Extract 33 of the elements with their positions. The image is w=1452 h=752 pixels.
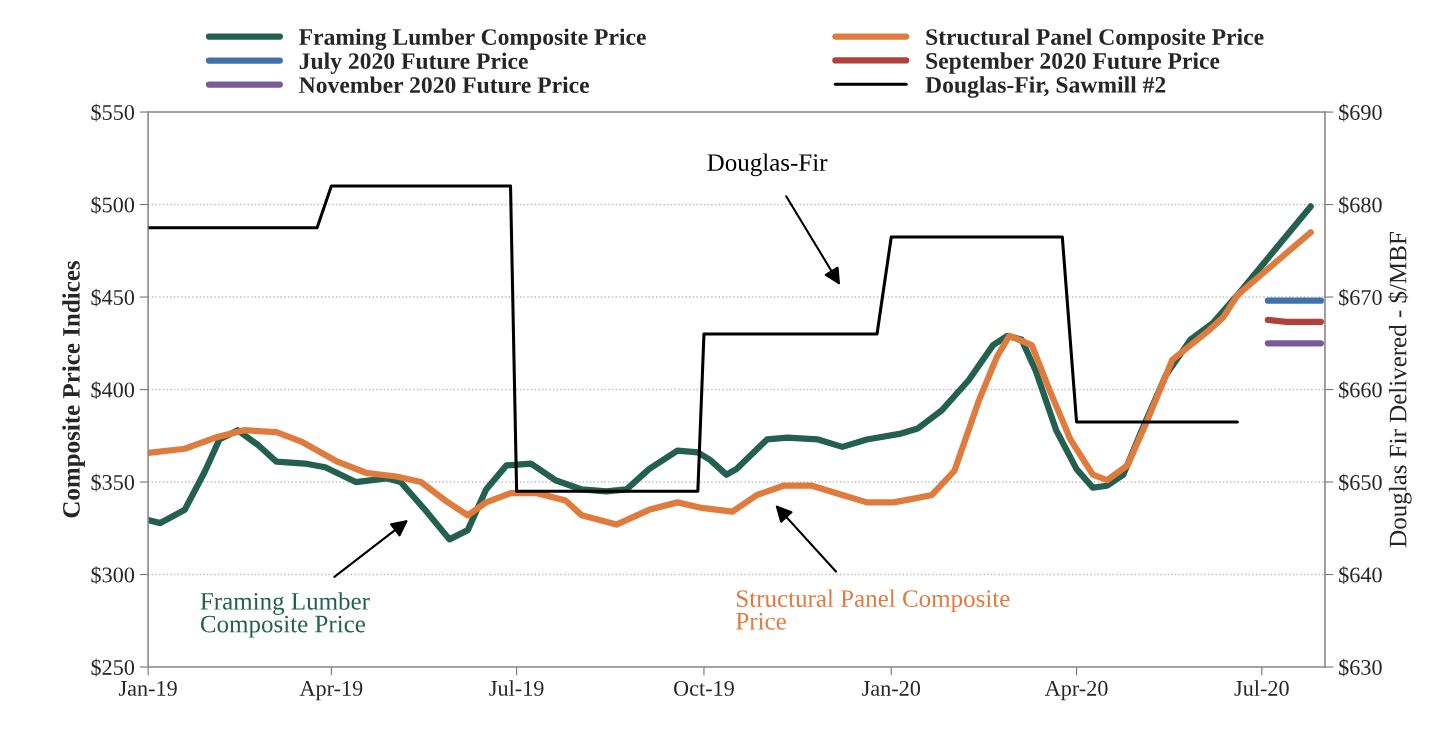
legend-label: Structural Panel Composite Price [926, 28, 1264, 50]
y-tick-label: $400 [91, 381, 135, 399]
y2-tick-label: $690 [1339, 103, 1382, 122]
y2-tick-label: $650 [1339, 473, 1382, 492]
annotation: Framing Lumber Composite Price [200, 592, 370, 638]
legend-label: November 2020 Future Price [299, 76, 590, 94]
legend-label: September 2020 Future Price [926, 52, 1220, 74]
x-tick-label: Jan-20 [862, 680, 921, 696]
y-tick-label: $500 [91, 196, 135, 214]
y-tick-label: $450 [91, 288, 135, 307]
x-tick-label: Oct-19 [674, 680, 734, 696]
y2-tick-label: $660 [1339, 381, 1382, 399]
y2-tick-label: $670 [1339, 288, 1382, 307]
annotation: Douglas-Fir [707, 153, 828, 177]
y-tick-label: $250 [91, 658, 135, 677]
y2-tick-label: $640 [1339, 566, 1382, 584]
x-tick-label: Jul-20 [1234, 680, 1289, 696]
annotation: Structural Panel Composite Price [736, 589, 1010, 630]
y-tick-label: $300 [91, 566, 135, 584]
y2-tick-label: $630 [1339, 658, 1382, 677]
y2-axis-title: Douglas Fir Delivered - $/MBF [1388, 232, 1412, 548]
legend-label: July 2020 Future Price [299, 52, 528, 74]
x-tick-label: Apr-19 [299, 680, 363, 701]
y-axis-title: Composite Price Indices [62, 261, 85, 518]
x-tick-label: Jan-19 [118, 680, 177, 696]
legend-label: Framing Lumber Composite Price [299, 28, 646, 50]
x-tick-label: Jul-19 [489, 680, 544, 696]
legend-label: Douglas-Fir, Sawmill #2 [925, 76, 1166, 98]
y2-tick-label: $680 [1339, 196, 1382, 214]
y-tick-label: $350 [91, 473, 135, 492]
line-series [148, 184, 1239, 493]
x-tick-label: Apr-20 [1044, 680, 1108, 701]
y-tick-label: $550 [91, 103, 135, 122]
